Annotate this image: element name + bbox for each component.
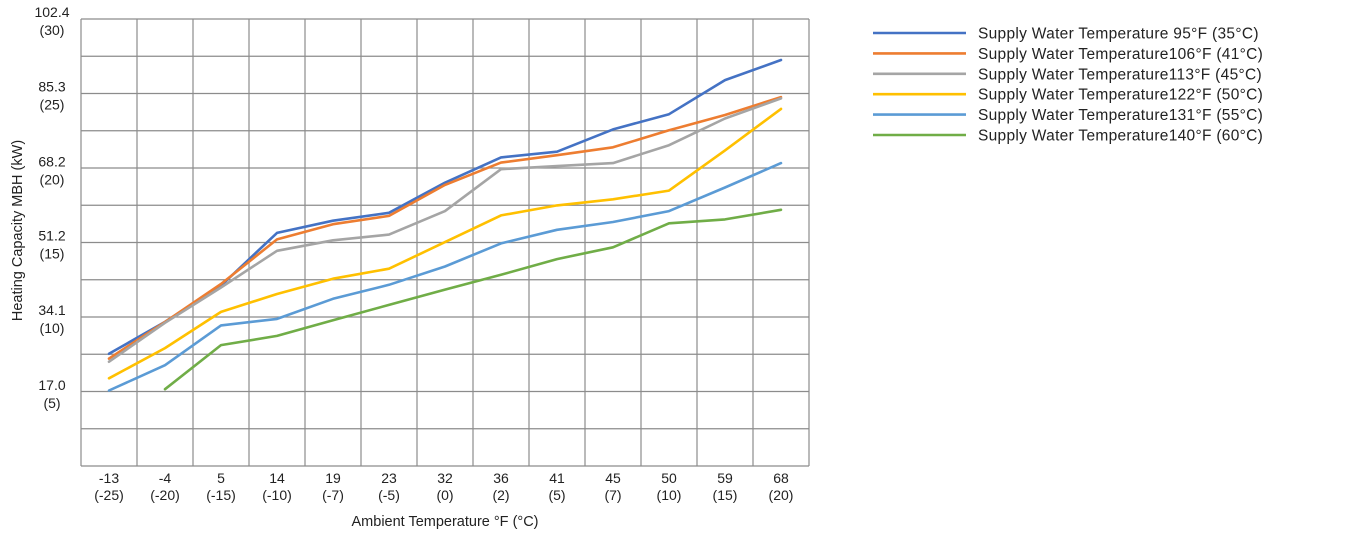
x-tick-label-f: 23 (381, 470, 397, 486)
x-axis-title: Ambient Temperature °F (°C) (352, 514, 539, 530)
x-tick-label-c: (-7) (322, 487, 344, 503)
x-tick-label-c: (20) (769, 487, 794, 503)
series-line-5 (107, 161, 783, 392)
x-tick-label-c: (-20) (150, 487, 180, 503)
y-tick-label-kw: (20) (40, 171, 65, 187)
x-tick-label-c: (-5) (378, 487, 400, 503)
legend-label-2: Supply Water Temperature106°F (41°C) (978, 46, 1263, 63)
y-axis-title: Heating Capacity MBH (kW) (10, 140, 26, 321)
legend-label-4: Supply Water Temperature122°F (50°C) (978, 87, 1263, 104)
y-tick-label-kw: (10) (40, 320, 65, 336)
y-tick-label-kw: (25) (40, 97, 65, 113)
x-tick-label-f: 68 (773, 470, 789, 486)
x-tick-label-c: (7) (604, 487, 621, 503)
grid (80, 18, 810, 467)
series-line-3 (107, 97, 783, 364)
x-tick-label-c: (-10) (262, 487, 292, 503)
y-tick-label-mbh: 102.4 (34, 4, 69, 20)
x-tick-label-f: 50 (661, 470, 677, 486)
y-tick-label-mbh: 68.2 (38, 153, 65, 169)
y-tick-label-kw: (5) (43, 395, 60, 411)
legend-label-5: Supply Water Temperature131°F (55°C) (978, 107, 1263, 124)
series-line-4 (107, 107, 783, 380)
x-tick-label-f: -4 (159, 470, 172, 486)
x-tick-label-f: 59 (717, 470, 733, 486)
y-tick-label-kw: (30) (40, 22, 65, 38)
y-tick-label-mbh: 34.1 (38, 302, 65, 318)
x-tick-label-f: 19 (325, 470, 341, 486)
legend-label-3: Supply Water Temperature113°F (45°C) (978, 66, 1262, 83)
y-tick-label-mbh: 85.3 (38, 79, 65, 95)
legend-label-6: Supply Water Temperature140°F (60°C) (978, 128, 1263, 145)
x-tick-label-c: (10) (657, 487, 682, 503)
x-tick-label-c: (-25) (94, 487, 124, 503)
x-tick-label-f: 36 (493, 470, 509, 486)
series-line-6 (163, 208, 783, 391)
x-tick-label-f: 14 (269, 470, 285, 486)
y-axis-ticks: 102.4 (30) 85.3 (25) 68.2 (20) 51.2 (15) 34.1 (10… (34, 4, 69, 411)
x-tick-label-c: (5) (548, 487, 565, 503)
x-tick-label-f: 32 (437, 470, 453, 486)
x-tick-label-c: (0) (436, 487, 453, 503)
x-tick-label-f: -13 (99, 470, 119, 486)
y-tick-label-mbh: 17.0 (38, 377, 65, 393)
x-tick-label-f: 5 (217, 470, 225, 486)
x-axis-ticks: -13(-25) -4(-20) 5(-15) 14(-10) 19(-7) 23(-5)… (94, 470, 793, 503)
series-line-1 (107, 58, 783, 356)
legend-label-1: Supply Water Temperature 95°F (35°C) (978, 26, 1259, 43)
x-tick-label-c: (-15) (206, 487, 236, 503)
x-tick-label-f: 41 (549, 470, 565, 486)
y-tick-label-kw: (15) (40, 246, 65, 262)
series-lines (107, 58, 783, 392)
legend: Supply Water Temperature 95°F (35°C) Supp… (873, 26, 1263, 145)
x-tick-label-c: (15) (713, 487, 738, 503)
x-tick-label-f: 45 (605, 470, 621, 486)
y-tick-label-mbh: 51.2 (38, 228, 65, 244)
series-line-2 (107, 95, 783, 360)
x-tick-label-c: (2) (492, 487, 509, 503)
